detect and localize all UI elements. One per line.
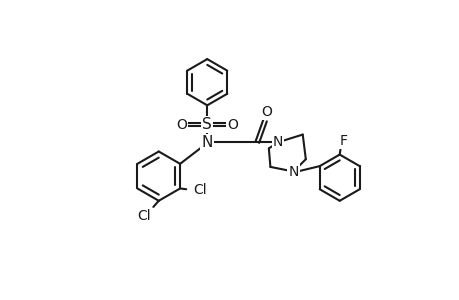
Text: N: N bbox=[272, 135, 283, 149]
Text: O: O bbox=[176, 118, 187, 131]
Text: Cl: Cl bbox=[137, 209, 151, 223]
Text: N: N bbox=[201, 135, 213, 150]
Text: N: N bbox=[288, 164, 298, 178]
Text: O: O bbox=[261, 105, 271, 119]
Text: O: O bbox=[227, 118, 238, 131]
Text: F: F bbox=[339, 134, 347, 148]
Text: Cl: Cl bbox=[193, 183, 207, 197]
Text: S: S bbox=[202, 117, 212, 132]
